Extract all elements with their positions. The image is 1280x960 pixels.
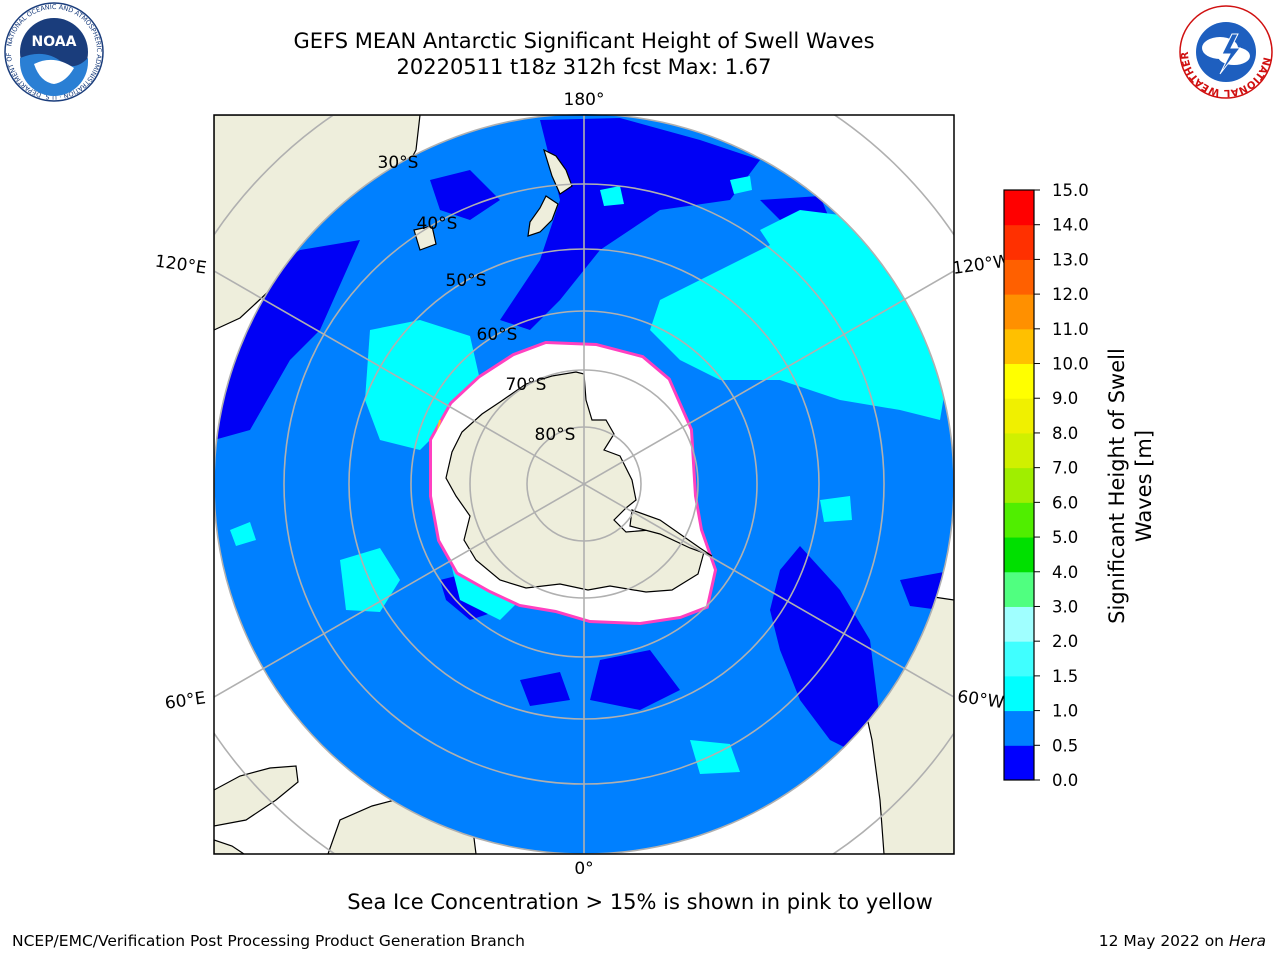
colorbar-segment — [1004, 328, 1034, 365]
colorbar-segment — [1004, 606, 1034, 642]
colorbar-segment — [1004, 502, 1034, 538]
lat-label-70s: 70°S — [506, 375, 547, 395]
colorbar-segment — [1004, 537, 1034, 573]
lon-label-60w: 60°W — [956, 687, 1005, 713]
colorbar-segment — [1004, 224, 1034, 260]
colorbar-segment — [1004, 432, 1034, 469]
colorbar-tick-label: 7.0 — [1052, 459, 1078, 478]
lat-label-60s: 60°S — [477, 325, 518, 345]
lat-label-30s: 30°S — [378, 153, 419, 173]
sea-ice-note: Sea Ice Concentration > 15% is shown in … — [347, 890, 933, 914]
lon-label-120e: 120°E — [154, 252, 208, 279]
asia-landmass — [214, 839, 246, 854]
colorbar-tick-label: 13.0 — [1052, 250, 1089, 269]
footer-host: Hera — [1228, 932, 1266, 950]
colorbar-segment — [1004, 467, 1034, 503]
footer-credit: NCEP/EMC/Verification Post Processing Pr… — [12, 932, 525, 950]
madagascar-landmass — [214, 765, 299, 827]
colorbar-tick-label: 2.0 — [1052, 632, 1078, 651]
map-title: GEFS MEAN Antarctic Significant Height o… — [293, 29, 875, 53]
colorbar-tick-label: 4.0 — [1052, 563, 1078, 582]
colorbar-tick-label: 6.0 — [1052, 493, 1078, 512]
lat-label-50s: 50°S — [446, 271, 487, 291]
colorbar-segment — [1004, 398, 1034, 434]
colorbar-segment — [1004, 190, 1034, 226]
footer-date: 12 May 2022 on Hera — [1099, 932, 1266, 950]
lat-label-40s: 40°S — [417, 214, 458, 234]
colorbar: 0.0 0.5 1.0 1.5 2.0 3.0 4.0 5.0 6.0 7.0 8.0 9.0 10.0… — [1003, 181, 1089, 790]
colorbar-tick-label: 0.5 — [1052, 736, 1078, 755]
lon-label-60e: 60°E — [164, 688, 207, 713]
lat-label-80s: 80°S — [535, 425, 576, 445]
lon-label-180: 180° — [564, 90, 605, 110]
colorbar-segment — [1004, 675, 1034, 712]
colorbar-segment — [1004, 294, 1034, 330]
graticule — [214, 115, 954, 854]
svg-text:NOAA: NOAA — [32, 34, 77, 50]
colorbar-segment — [1004, 710, 1034, 746]
lon-label-120w: 120°W — [951, 251, 1011, 279]
colorbar-tick-label: 1.5 — [1052, 667, 1078, 686]
colorbar-segment — [1004, 571, 1034, 607]
colorbar-segment — [1004, 745, 1034, 781]
map-subtitle: 20220511 t18z 312h fcst Max: 1.67 — [396, 55, 772, 79]
colorbar-label-line2: Waves [m] — [1132, 430, 1156, 542]
colorbar-tick-label: 14.0 — [1052, 216, 1089, 235]
colorbar-tick-label: 0.0 — [1052, 771, 1078, 790]
tasmania-landmass — [413, 225, 437, 251]
colorbar-tick-label: 10.0 — [1052, 355, 1089, 374]
antarctica-landmass — [445, 371, 705, 593]
colorbar-label-line1: Significant Height of Swell — [1105, 348, 1129, 624]
map-frame — [213, 114, 955, 855]
new-zealand-landmass — [527, 148, 573, 237]
colorbar-segment — [1004, 641, 1034, 677]
colorbar-tick-label: 5.0 — [1052, 528, 1078, 547]
footer-date-text: 12 May 2022 on — [1098, 932, 1229, 950]
colorbar-frame — [1003, 189, 1035, 781]
colorbar-tick-label: 11.0 — [1052, 320, 1089, 339]
colorbar-tick-label: 15.0 — [1052, 181, 1089, 200]
colorbar-tick-label: 12.0 — [1052, 285, 1089, 304]
colorbar-tick-label: 9.0 — [1052, 389, 1078, 408]
colorbar-tick-label: 3.0 — [1052, 597, 1078, 616]
noaa-logo: NATIONAL OCEANIC AND ATMOSPHERIC ADMINIS… — [4, 2, 104, 102]
lon-label-0: 0° — [574, 859, 593, 879]
low-swell-patches — [214, 118, 944, 760]
colorbar-segment — [1004, 259, 1034, 295]
colorbar-tick-label: 1.0 — [1052, 702, 1078, 721]
colorbar-tick-label: 8.0 — [1052, 424, 1078, 443]
colorbar-segment — [1004, 363, 1034, 399]
nws-logo: NATIONAL WEATHER SERVICE — [1176, 4, 1273, 99]
